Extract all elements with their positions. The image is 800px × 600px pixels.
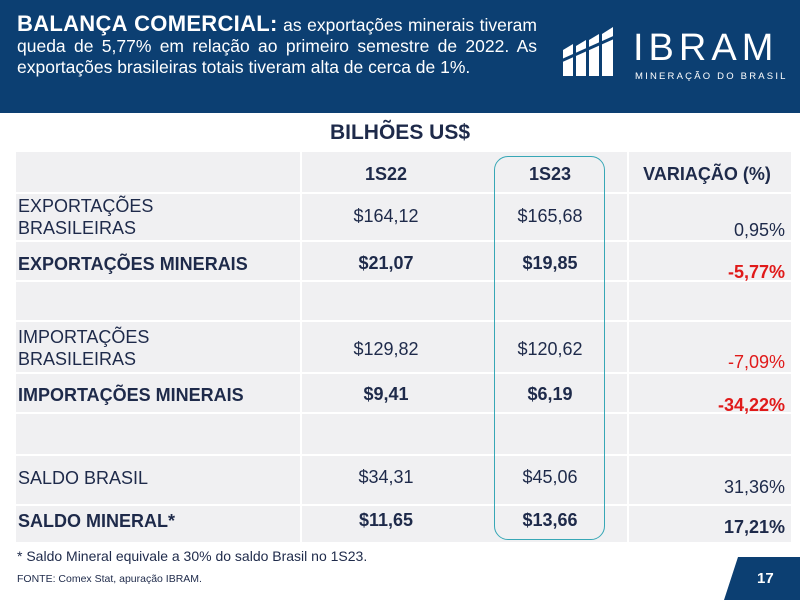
header-banner: BALANÇA COMERCIAL: as exportações minera… xyxy=(0,0,800,113)
value-variacao: 17,21% xyxy=(723,517,785,537)
value-variacao: 31,36% xyxy=(723,477,785,497)
value-1s23: $165,68 xyxy=(517,206,583,226)
value-1s22: $129,82 xyxy=(353,339,419,359)
value-1s22: $164,12 xyxy=(353,206,419,226)
col-header-variacao: VARIAÇÃO (%) xyxy=(643,164,771,184)
value-1s22: $9,41 xyxy=(363,384,409,404)
ibram-logo: IBRAM MINERAÇÃO DO BRASIL xyxy=(561,26,791,86)
value-1s22: $11,65 xyxy=(358,510,414,530)
row-label-importacoes-minerais: IMPORTAÇÕES MINERAIS xyxy=(18,385,244,405)
value-1s23: $45,06 xyxy=(522,467,578,487)
row-label-saldo-brasil: SALDO BRASIL xyxy=(18,468,149,488)
row-label-exportacoes-minerais: EXPORTAÇÕES MINERAIS xyxy=(18,254,248,274)
header-body: as exportações minerais tiveram queda de… xyxy=(17,15,537,77)
units-title: BILHÕES US$ xyxy=(329,121,471,144)
row-label-saldo-mineral: SALDO MINERAL* xyxy=(18,511,175,531)
page-number-badge xyxy=(724,557,800,600)
value-1s22: $34,31 xyxy=(358,467,414,487)
trade-balance-table: 1S22 1S23 VARIAÇÃO (%) EXPORTAÇÕES BRASIL… xyxy=(16,152,791,542)
value-1s23: $120,62 xyxy=(517,339,583,359)
page-number: 17 xyxy=(757,570,774,587)
value-1s23: $19,85 xyxy=(522,253,578,273)
1s23-column-highlight xyxy=(494,156,605,540)
logo-name: IBRAM xyxy=(633,27,779,69)
logo-subtitle: MINERAÇÃO DO BRASIL xyxy=(635,71,788,82)
value-variacao: -5,77% xyxy=(727,262,785,282)
col-header-1s23: 1S23 xyxy=(528,164,572,184)
header-lead: BALANÇA COMERCIAL: xyxy=(17,11,278,36)
value-variacao: -7,09% xyxy=(727,352,785,372)
value-1s23: $6,19 xyxy=(527,384,573,404)
header-text: BALANÇA COMERCIAL: as exportações minera… xyxy=(17,13,537,78)
value-variacao: -34,22% xyxy=(717,395,785,415)
row-label-importacoes-brasileiras: IMPORTAÇÕES BRASILEIRAS xyxy=(18,327,150,369)
value-1s23: $13,66 xyxy=(522,510,578,530)
value-variacao: 0,95% xyxy=(733,220,785,240)
source-note: FONTE: Comex Stat, apuração IBRAM. xyxy=(17,573,202,585)
row-label-exportacoes-brasileiras: EXPORTAÇÕES BRASILEIRAS xyxy=(18,196,154,238)
col-header-1s22: 1S22 xyxy=(364,164,408,184)
value-1s22: $21,07 xyxy=(358,253,414,273)
footnote: * Saldo Mineral equivale a 30% do saldo … xyxy=(17,548,368,564)
ibram-bars-logo-icon xyxy=(561,27,618,76)
